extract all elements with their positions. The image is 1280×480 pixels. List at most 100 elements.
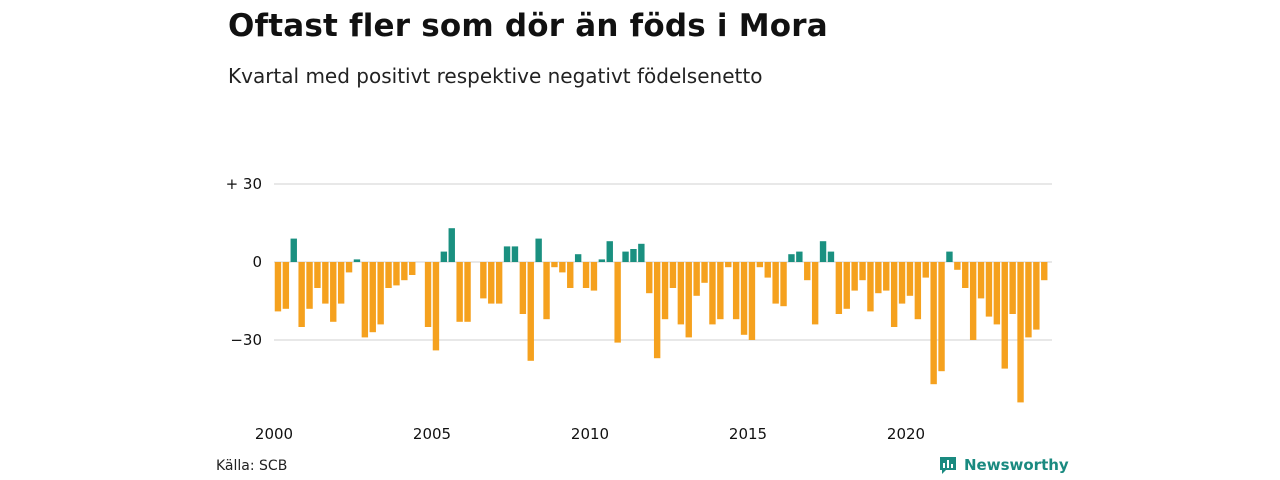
- bar: [1041, 262, 1048, 281]
- bar: [456, 262, 463, 322]
- bar: [985, 262, 993, 317]
- bar: [693, 262, 700, 296]
- bar: [337, 262, 345, 304]
- bar: [630, 249, 637, 262]
- bar: [622, 251, 629, 262]
- bar: [677, 262, 685, 325]
- y-tick-label: + 30: [226, 175, 262, 193]
- bar: [906, 262, 914, 296]
- newsworthy-logo: Newsworthy: [938, 455, 1069, 475]
- bar: [590, 262, 598, 291]
- bar: [543, 262, 550, 320]
- bar: [819, 241, 827, 262]
- bar: [875, 262, 882, 294]
- x-tick-label: 2020: [887, 425, 925, 443]
- bar: [788, 254, 795, 262]
- bar: [930, 262, 937, 385]
- x-tick-label: 2000: [255, 425, 293, 443]
- source-note: Källa: SCB: [216, 458, 288, 474]
- bar: [606, 241, 613, 262]
- bar: [993, 262, 1001, 325]
- bar: [835, 262, 843, 314]
- y-axis: + 30 0 −30: [226, 175, 262, 349]
- bar: [298, 262, 305, 327]
- x-tick-label: 2010: [571, 425, 609, 443]
- bar: [535, 238, 542, 262]
- bar: [756, 262, 764, 268]
- bar: [780, 262, 787, 307]
- bar: [464, 262, 471, 322]
- bar: [290, 238, 297, 262]
- bar: [883, 262, 890, 291]
- bar: [551, 262, 558, 268]
- y-tick-label: −30: [230, 331, 262, 349]
- bar: [495, 262, 503, 304]
- bar: [946, 251, 953, 262]
- bar: [314, 262, 321, 288]
- bar: [661, 262, 669, 320]
- bar: [938, 262, 945, 372]
- bar: [772, 262, 779, 304]
- bar: [480, 262, 487, 299]
- bar: [740, 262, 748, 335]
- bar: [432, 262, 440, 351]
- x-tick-label: 2015: [729, 425, 767, 443]
- bar: [282, 262, 290, 309]
- bar: [409, 262, 416, 275]
- bar: [717, 262, 724, 320]
- bar: [701, 262, 708, 283]
- bar: [369, 262, 376, 333]
- bar: [827, 251, 835, 262]
- bars: [274, 228, 1048, 403]
- bar: [377, 262, 384, 325]
- bar: [867, 262, 874, 312]
- bar: [851, 262, 858, 291]
- bar: [598, 259, 606, 262]
- bar: [440, 251, 448, 262]
- bar: [1033, 262, 1040, 330]
- bar: [488, 262, 495, 304]
- newsworthy-logo-text: Newsworthy: [964, 456, 1069, 474]
- bar: [330, 262, 337, 322]
- bar: [503, 246, 511, 262]
- bar: [811, 262, 819, 325]
- bar: [1025, 262, 1032, 338]
- bar: [567, 262, 574, 288]
- bar: [614, 262, 621, 343]
- bar: [1001, 262, 1008, 369]
- chart-subtitle: Kvartal med positivt respektive negativt…: [228, 64, 763, 88]
- bar: [385, 262, 392, 288]
- chart-title: Oftast fler som dör än föds i Mora: [228, 8, 828, 44]
- bar: [653, 262, 661, 359]
- bar: [764, 262, 771, 278]
- newsworthy-logo-icon: [940, 457, 956, 474]
- bar: [393, 262, 400, 286]
- bar: [519, 262, 527, 314]
- y-tick-label: 0: [252, 253, 262, 271]
- bar: [898, 262, 906, 304]
- bar: [914, 262, 922, 320]
- bar: [574, 254, 582, 262]
- bar: [890, 262, 898, 327]
- bar: [725, 262, 732, 268]
- bar: [322, 262, 329, 304]
- bar: [922, 262, 929, 278]
- bar: [646, 262, 653, 294]
- bar: [448, 228, 455, 262]
- bar: [796, 251, 803, 262]
- bar: [361, 262, 369, 338]
- bar: [669, 262, 677, 288]
- bar: [977, 262, 985, 299]
- bar: [527, 262, 534, 361]
- bar: [1017, 262, 1024, 403]
- bar: [274, 262, 282, 312]
- bar: [1009, 262, 1016, 314]
- bar: [353, 259, 361, 262]
- bar: [424, 262, 432, 327]
- bar: [843, 262, 850, 309]
- bar: [582, 262, 590, 288]
- bar: [345, 262, 353, 273]
- x-tick-label: 2005: [413, 425, 451, 443]
- bar: [969, 262, 977, 340]
